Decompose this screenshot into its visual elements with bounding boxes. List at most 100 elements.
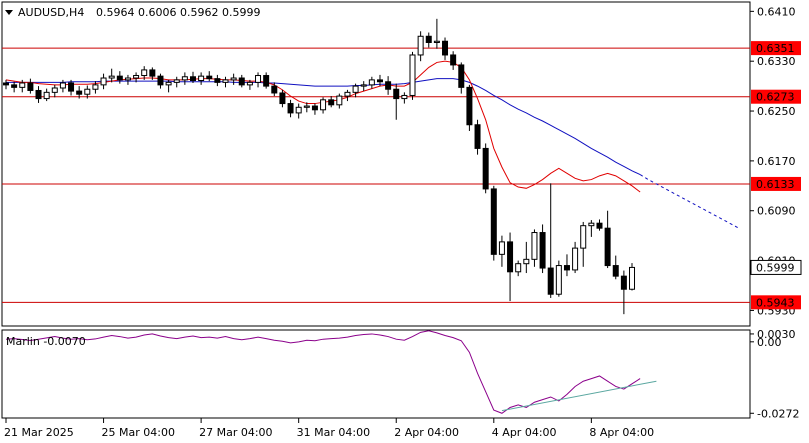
candle [409, 51, 416, 100]
level-label-text: 0.6273 [756, 91, 795, 104]
candle-body-bull [133, 75, 140, 79]
ohlc-close: 0.5999 [222, 6, 261, 19]
candle [263, 72, 270, 89]
candle-body-bear [206, 75, 213, 80]
time-tick-label: 25 Mar 04:00 [102, 426, 175, 439]
ohlc-low: 0.5962 [180, 6, 219, 19]
candle [482, 143, 489, 194]
candle [629, 263, 636, 291]
candle-body-bear [76, 90, 83, 95]
level-label-text: 0.6351 [756, 42, 795, 55]
candle-body-bear [189, 76, 196, 82]
candle [189, 71, 196, 83]
candle-body-bear [3, 82, 9, 86]
candle [547, 183, 554, 298]
candle-body-bull [409, 54, 416, 96]
candle-body-bull [515, 263, 522, 273]
candle-body-bull [523, 258, 530, 265]
candle-body-bear [116, 75, 123, 81]
candle-body-bull [629, 266, 636, 290]
candle [352, 83, 359, 98]
candle [450, 51, 457, 70]
candle-body-bull [100, 77, 107, 86]
candle [206, 71, 213, 82]
symbol-dropdown-icon[interactable] [5, 10, 13, 15]
candle-body-bear [279, 92, 286, 105]
osc-tick-label: 0.00 [757, 336, 782, 349]
ohlc-high: 0.6006 [138, 6, 177, 19]
ohlc-open: 0.5964 [96, 6, 135, 19]
candle [59, 79, 66, 93]
candle [490, 185, 497, 261]
candle [555, 260, 562, 297]
candle [19, 79, 26, 93]
candle [596, 219, 603, 231]
candle-body-bear [539, 232, 546, 269]
support-resistance-levels [2, 47, 750, 303]
candle-body-bear [458, 64, 465, 88]
candle [604, 210, 611, 269]
candle-body-bear [442, 40, 449, 56]
candle-body-bear [287, 103, 294, 114]
candle-body-bull [588, 222, 595, 227]
level-price-labels: 0.6351 0.6273 0.6133 0.5943 0.5999 [750, 41, 802, 310]
candle [360, 81, 367, 92]
candle [198, 72, 205, 85]
current-price-box [750, 259, 802, 275]
candle-body-bull [295, 106, 302, 114]
candlestick-series [3, 18, 636, 315]
candle [368, 76, 375, 89]
candle-body-bull [417, 35, 424, 56]
candle [311, 103, 318, 115]
current-price-text: 0.5999 [756, 261, 795, 274]
price-tick-label: 0.6330 [757, 55, 796, 68]
price-tick-label: 0.6410 [757, 5, 796, 18]
candle [458, 62, 465, 94]
candle-body-bear [612, 265, 619, 277]
candle [344, 89, 351, 102]
candle [27, 78, 34, 94]
candle [92, 81, 99, 94]
candle [279, 89, 286, 108]
candle-body-bull [19, 82, 26, 88]
candle-body-bear [11, 84, 18, 88]
candle [563, 254, 570, 277]
candle [116, 71, 123, 84]
candle [3, 79, 9, 90]
candle [588, 220, 595, 237]
candle [523, 241, 530, 274]
candle-body-bear [474, 124, 481, 149]
candle [238, 74, 245, 88]
time-tick-label: 2 Apr 04:00 [394, 426, 459, 439]
candle [328, 96, 335, 108]
level-label-box [751, 295, 801, 310]
candle [133, 72, 140, 83]
price-tick-label: 0.6250 [757, 105, 796, 118]
price-tick-label: 0.6090 [757, 205, 796, 218]
candle-body-bear [450, 54, 457, 66]
oscillator-panel [1, 329, 751, 419]
candle [271, 82, 278, 97]
candle-body-bull [246, 81, 253, 86]
candle [498, 235, 505, 267]
candle-body-bull [401, 94, 408, 100]
candle-body-bear [604, 227, 611, 267]
candle-body-bear [263, 75, 270, 87]
candle [620, 270, 627, 315]
candle-body-bull [108, 75, 115, 79]
candle-body-bull [303, 105, 310, 108]
candle [108, 68, 115, 83]
candle [165, 79, 172, 93]
candle [149, 67, 156, 80]
candle-body-bull [173, 79, 180, 83]
candle [401, 92, 408, 104]
candle [51, 84, 58, 98]
candle [246, 79, 253, 90]
candle [385, 76, 392, 95]
candle [141, 66, 148, 80]
candle [222, 76, 229, 88]
candle-body-bear [596, 222, 603, 229]
time-tick-label: 21 Mar 2025 [4, 426, 74, 439]
candle [287, 99, 294, 118]
candle [474, 119, 481, 155]
